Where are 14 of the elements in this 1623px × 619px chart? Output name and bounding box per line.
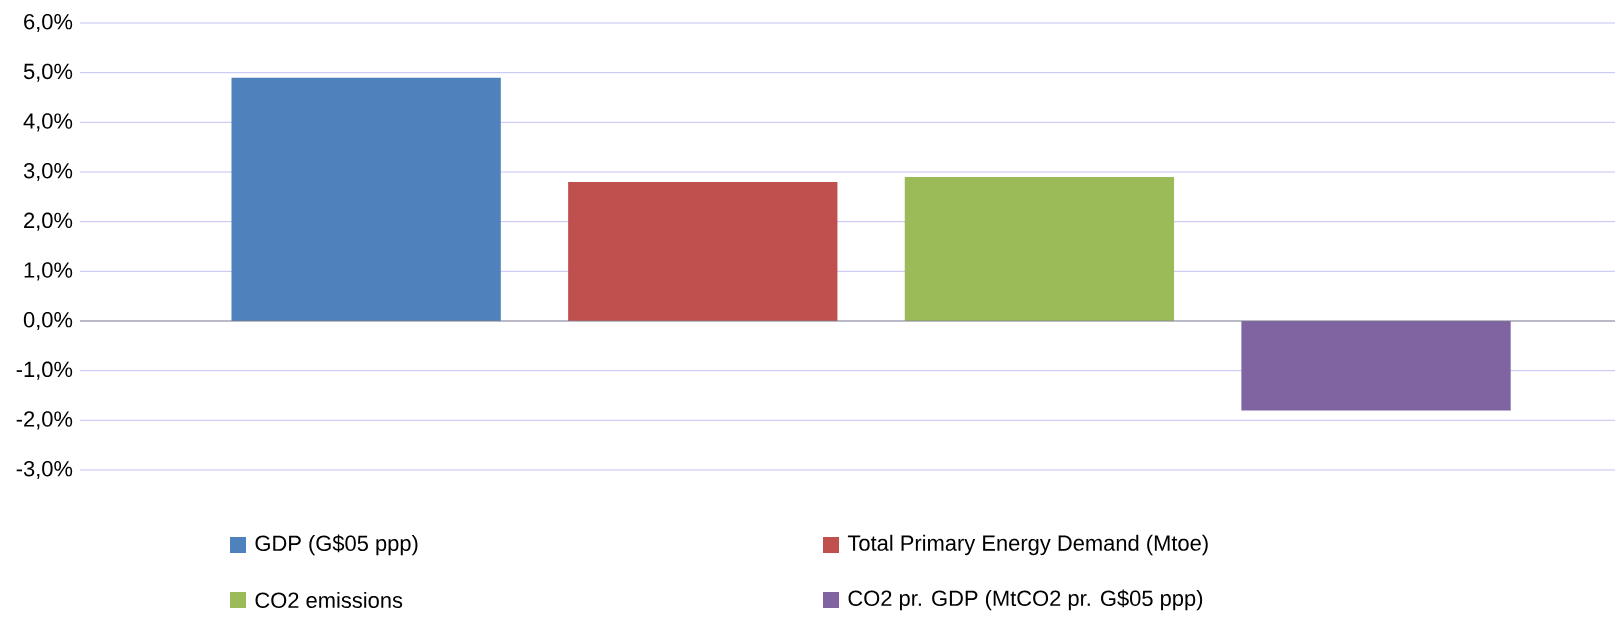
y-tick-label: 3,0%	[23, 162, 73, 182]
y-tick-label: -1,0%	[16, 361, 73, 380]
y-tick-label: 4,0%	[23, 113, 73, 132]
y-tick-label: 1,0%	[24, 262, 73, 281]
legend-label: GDP (G$05 ppp)	[255, 534, 418, 556]
y-tick-label: -3,0%	[16, 460, 73, 480]
legend-label: CO2 emissions	[255, 591, 403, 609]
y-tick-label: 2,0%	[24, 212, 73, 231]
y-tick-label: -2,0%	[16, 411, 73, 430]
y-tick-label: 0,0%	[23, 311, 73, 331]
legend-label: CO2 pr. GDP (MtCO2 pr. G$05 ppp)	[848, 589, 1203, 611]
legend-label: Total Primary Energy Demand (Mtoe)	[847, 534, 1208, 556]
y-tick-label: 5,0%	[23, 63, 73, 82]
y-tick-label: 6,0%	[24, 13, 73, 33]
